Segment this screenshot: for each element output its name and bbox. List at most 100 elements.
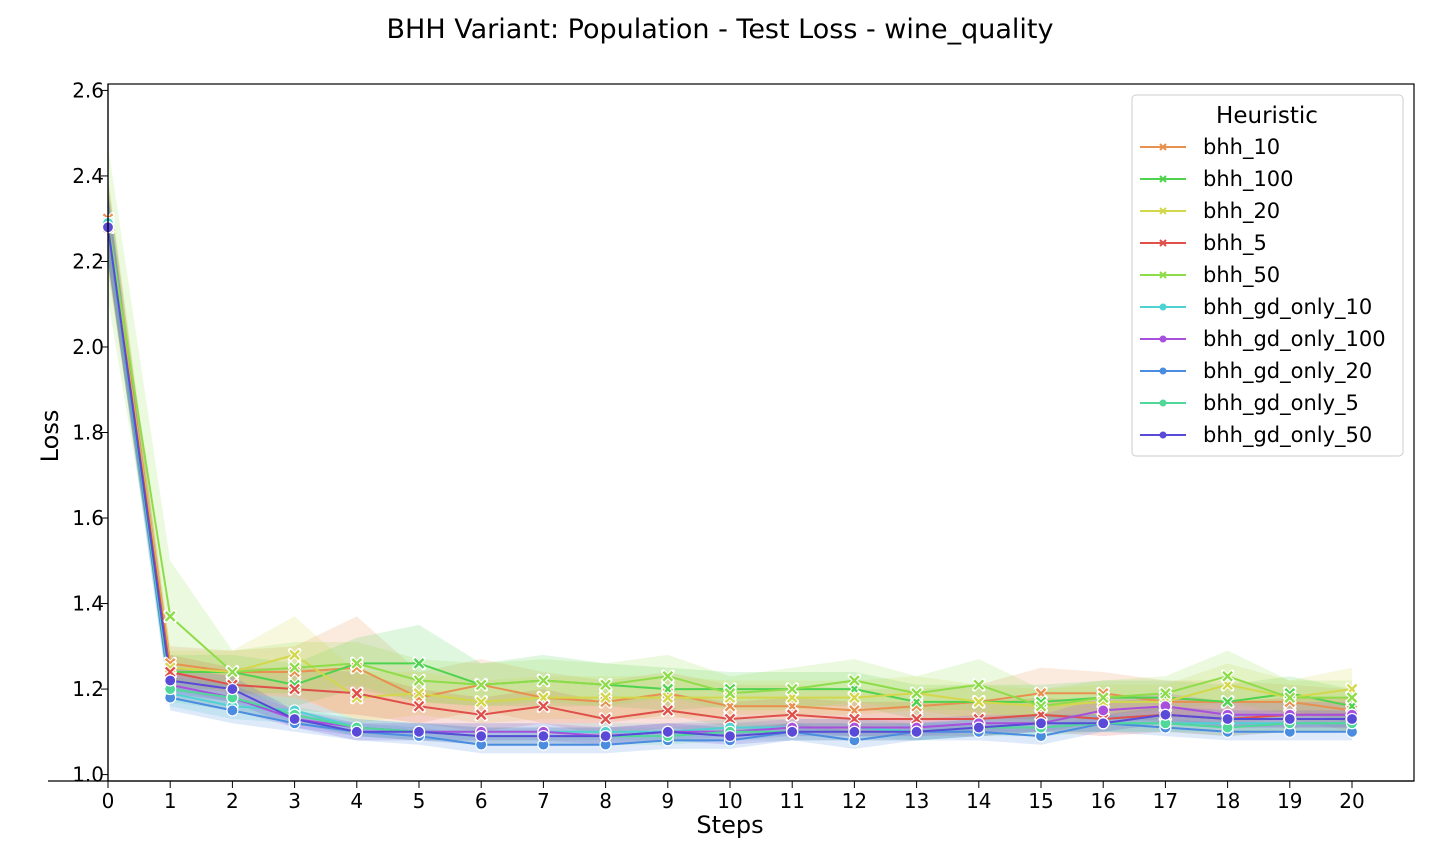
marker-stroke bbox=[538, 675, 549, 686]
legend-item-bhh_100: bhh_100 bbox=[1140, 167, 1294, 192]
legend-label: bhh_20 bbox=[1203, 199, 1280, 224]
marker-stroke bbox=[849, 713, 860, 725]
data-point-bhh_gd_only_50-1 bbox=[164, 674, 177, 687]
marker-stroke bbox=[849, 675, 860, 686]
marker-stroke bbox=[289, 662, 300, 674]
x-axis-ticks: 0 1 2 3 4 5 6 7 8 9 10 11 12 13 14 15 16 17 18 19 20 bbox=[102, 781, 1365, 813]
data-point-bhh_gd_only_100-16 bbox=[1097, 704, 1110, 717]
legend-marker bbox=[1159, 367, 1167, 375]
y-tick-label: 2.0 bbox=[72, 335, 104, 359]
marker-stroke bbox=[475, 696, 487, 708]
marker-stroke bbox=[413, 675, 425, 686]
data-point-bhh_gd_only_50-2 bbox=[226, 682, 239, 696]
confidence-band-bhh_10 bbox=[108, 175, 1352, 732]
data-point-bhh_5-13 bbox=[909, 712, 924, 726]
legend-label: bhh_10 bbox=[1203, 135, 1280, 160]
x-tick-label: 14 bbox=[966, 789, 991, 813]
data-point-bhh_5-12 bbox=[847, 712, 862, 726]
y-tick-label: 2.2 bbox=[72, 249, 104, 273]
data-point-bhh_20-3 bbox=[287, 648, 302, 662]
y-tick-label: 2.6 bbox=[72, 78, 104, 102]
marker-stroke bbox=[413, 687, 425, 699]
data-point-bhh_50-17 bbox=[1158, 686, 1173, 701]
data-point-bhh_20-8 bbox=[598, 690, 613, 705]
marker-stroke bbox=[600, 692, 611, 703]
legend-label: bhh_gd_only_10 bbox=[1203, 295, 1372, 320]
marker-stroke bbox=[973, 696, 985, 708]
y-tick-label: 1.6 bbox=[72, 506, 104, 530]
data-point-bhh_50-10 bbox=[723, 686, 737, 701]
data-point-bhh_5-9 bbox=[661, 703, 675, 718]
data-point-bhh_50-3 bbox=[287, 660, 302, 675]
x-tick-label: 1 bbox=[164, 789, 177, 813]
legend-box bbox=[1131, 94, 1404, 457]
marker-stroke bbox=[289, 649, 300, 661]
legend-label: bhh_gd_only_20 bbox=[1203, 359, 1372, 384]
legend-marker bbox=[1159, 271, 1167, 279]
marker-stroke bbox=[1222, 670, 1233, 682]
data-point-bhh_50-7 bbox=[536, 673, 551, 688]
x-tick-label: 4 bbox=[350, 789, 363, 813]
data-point-bhh_gd_only_50-8 bbox=[599, 730, 612, 743]
marker-stroke bbox=[413, 658, 425, 669]
legend-item-bhh_20: bhh_20 bbox=[1140, 199, 1280, 224]
data-point-bhh_50-9 bbox=[661, 669, 675, 683]
marker-stroke bbox=[1222, 696, 1233, 708]
data-point-bhh_50-14 bbox=[972, 678, 986, 692]
data-point-bhh_20-5 bbox=[412, 686, 426, 701]
marker-stroke bbox=[164, 611, 176, 622]
marker-stroke bbox=[786, 709, 798, 721]
marker-stroke bbox=[786, 683, 798, 695]
data-point-bhh_gd_only_50-11 bbox=[786, 725, 799, 738]
legend-marker bbox=[1159, 143, 1167, 151]
data-point-bhh_gd_only_50-5 bbox=[412, 725, 426, 738]
data-point-bhh_gd_only_50-9 bbox=[661, 725, 674, 738]
x-tick-label: 12 bbox=[842, 789, 867, 813]
data-point-bhh_50-19 bbox=[1283, 690, 1297, 705]
x-tick-label: 16 bbox=[1090, 789, 1115, 813]
marker-stroke bbox=[662, 670, 674, 682]
legend-label: bhh_100 bbox=[1203, 167, 1294, 192]
marker-stroke bbox=[1097, 692, 1109, 703]
legend-marker bbox=[1159, 303, 1167, 311]
x-tick-label: 19 bbox=[1277, 789, 1302, 813]
marker-stroke bbox=[662, 692, 674, 703]
data-point-bhh_5-1 bbox=[163, 665, 177, 679]
marker-stroke bbox=[849, 692, 860, 703]
data-point-bhh_gd_only_50-13 bbox=[910, 725, 923, 738]
data-point-bhh_5-10 bbox=[723, 712, 737, 726]
legend-marker bbox=[1159, 207, 1167, 215]
marker-stroke bbox=[724, 687, 736, 699]
data-point-bhh_gd_only_50-4 bbox=[350, 725, 363, 738]
x-tick-label: 9 bbox=[661, 789, 674, 813]
data-point-bhh_5-7 bbox=[536, 699, 551, 713]
y-tick-label: 1.4 bbox=[72, 592, 104, 616]
legend-item-bhh_10: bhh_10 bbox=[1140, 135, 1280, 160]
series-markers bbox=[101, 211, 1359, 751]
legend-label: bhh_5 bbox=[1203, 231, 1267, 256]
legend-item-bhh_gd_only_100: bhh_gd_only_100 bbox=[1140, 327, 1386, 352]
x-tick-label: 3 bbox=[288, 789, 301, 813]
chart-title: BHH Variant: Population - Test Loss - wi… bbox=[387, 14, 1054, 45]
x-tick-label: 11 bbox=[779, 789, 804, 813]
confidence-band-bhh_50 bbox=[108, 146, 1352, 724]
legend-label: bhh_gd_only_50 bbox=[1203, 423, 1372, 448]
legend-item-bhh_gd_only_5: bhh_gd_only_5 bbox=[1140, 391, 1359, 416]
data-point-bhh_gd_only_20-2 bbox=[226, 704, 239, 717]
x-tick-label: 0 bbox=[102, 789, 115, 813]
marker-stroke bbox=[724, 713, 736, 725]
data-point-bhh_gd_only_50-14 bbox=[972, 721, 985, 734]
marker-stroke bbox=[1035, 700, 1047, 712]
data-point-bhh_20-14 bbox=[972, 695, 986, 709]
y-axis-label: Loss bbox=[36, 410, 64, 463]
marker-stroke bbox=[227, 666, 238, 678]
legend-marker bbox=[1159, 399, 1167, 407]
legend: Heuristic bhh_10 bhh_100 bhh_20 bhh_5 bhh_50… bbox=[1131, 94, 1404, 457]
legend-label: bhh_gd_only_100 bbox=[1203, 327, 1386, 352]
data-point-bhh_5-11 bbox=[785, 707, 799, 722]
marker-stroke bbox=[973, 679, 985, 691]
x-tick-label: 17 bbox=[1153, 789, 1178, 813]
marker-stroke bbox=[475, 679, 487, 691]
data-point-bhh_gd_only_50-10 bbox=[723, 730, 737, 743]
